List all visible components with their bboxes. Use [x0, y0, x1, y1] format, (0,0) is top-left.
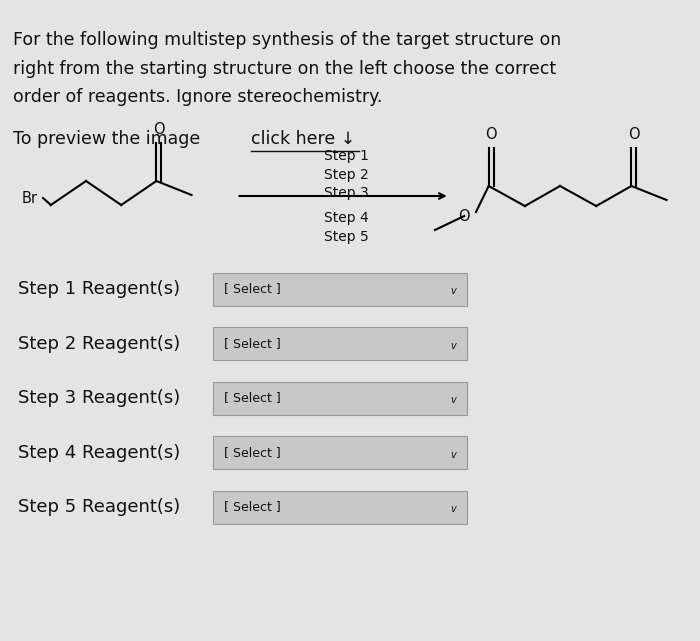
Text: O: O — [153, 122, 164, 137]
Text: Step 1: Step 1 — [323, 149, 368, 163]
Text: To preview the image: To preview the image — [13, 129, 206, 147]
Text: Step 4: Step 4 — [323, 211, 368, 225]
Text: v: v — [451, 395, 456, 405]
Text: O: O — [458, 208, 470, 224]
FancyBboxPatch shape — [213, 327, 467, 360]
FancyBboxPatch shape — [213, 381, 467, 415]
Text: O: O — [485, 127, 497, 142]
Text: Br: Br — [22, 190, 38, 206]
Text: Step 3 Reagent(s): Step 3 Reagent(s) — [18, 389, 180, 407]
Text: [ Select ]: [ Select ] — [224, 283, 281, 296]
Text: v: v — [451, 340, 456, 351]
Text: Step 4 Reagent(s): Step 4 Reagent(s) — [18, 444, 180, 462]
Text: Step 5 Reagent(s): Step 5 Reagent(s) — [18, 498, 180, 516]
Text: order of reagents. Ignore stereochemistry.: order of reagents. Ignore stereochemistr… — [13, 88, 382, 106]
Text: For the following multistep synthesis of the target structure on: For the following multistep synthesis of… — [13, 31, 561, 49]
Text: right from the starting structure on the left choose the correct: right from the starting structure on the… — [13, 60, 556, 78]
Text: Step 3: Step 3 — [323, 186, 368, 200]
Text: [ Select ]: [ Select ] — [224, 501, 281, 513]
Text: [ Select ]: [ Select ] — [224, 337, 281, 350]
Text: O: O — [628, 127, 640, 142]
Text: Step 5: Step 5 — [323, 229, 368, 244]
Text: Step 2 Reagent(s): Step 2 Reagent(s) — [18, 335, 180, 353]
FancyBboxPatch shape — [213, 436, 467, 469]
Text: Step 1 Reagent(s): Step 1 Reagent(s) — [18, 280, 180, 298]
FancyBboxPatch shape — [213, 272, 467, 306]
FancyBboxPatch shape — [213, 490, 467, 524]
Text: v: v — [451, 449, 456, 460]
Text: v: v — [451, 286, 456, 296]
Text: [ Select ]: [ Select ] — [224, 446, 281, 459]
Text: Step 2: Step 2 — [323, 167, 368, 181]
Text: click here ↓: click here ↓ — [251, 129, 356, 147]
Text: v: v — [451, 504, 456, 514]
Text: [ Select ]: [ Select ] — [224, 392, 281, 404]
